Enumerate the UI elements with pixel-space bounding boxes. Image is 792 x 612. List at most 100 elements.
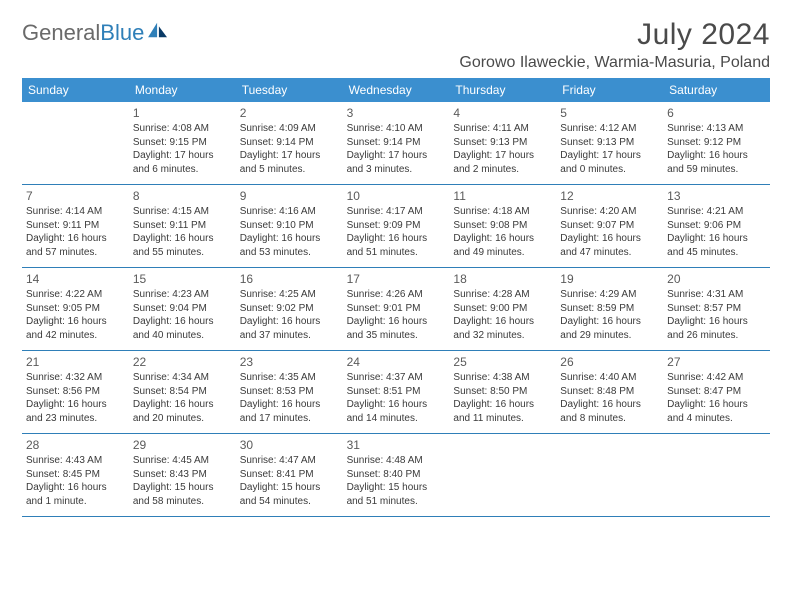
day-number: 14 — [26, 271, 125, 287]
sunrise-line: Sunrise: 4:12 AM — [560, 122, 659, 136]
daylight-line: Daylight: 16 hours and 49 minutes. — [453, 232, 552, 259]
sunrise-line: Sunrise: 4:15 AM — [133, 205, 232, 219]
sunrise-line: Sunrise: 4:45 AM — [133, 454, 232, 468]
sunset-line: Sunset: 9:08 PM — [453, 219, 552, 233]
sunrise-line: Sunrise: 4:09 AM — [240, 122, 339, 136]
weekday-header-row: SundayMondayTuesdayWednesdayThursdayFrid… — [22, 78, 770, 102]
daylight-line: Daylight: 17 hours and 5 minutes. — [240, 149, 339, 176]
sunrise-line: Sunrise: 4:16 AM — [240, 205, 339, 219]
day-cell: 6Sunrise: 4:13 AMSunset: 9:12 PMDaylight… — [663, 102, 770, 184]
sunset-line: Sunset: 8:54 PM — [133, 385, 232, 399]
sunset-line: Sunset: 9:01 PM — [347, 302, 446, 316]
daylight-line: Daylight: 17 hours and 2 minutes. — [453, 149, 552, 176]
daylight-line: Daylight: 15 hours and 54 minutes. — [240, 481, 339, 508]
day-cell: 12Sunrise: 4:20 AMSunset: 9:07 PMDayligh… — [556, 185, 663, 267]
sunset-line: Sunset: 9:05 PM — [26, 302, 125, 316]
month-title: July 2024 — [459, 18, 770, 52]
day-cell: 11Sunrise: 4:18 AMSunset: 9:08 PMDayligh… — [449, 185, 556, 267]
sunset-line: Sunset: 8:53 PM — [240, 385, 339, 399]
daylight-line: Daylight: 15 hours and 51 minutes. — [347, 481, 446, 508]
day-cell: 17Sunrise: 4:26 AMSunset: 9:01 PMDayligh… — [343, 268, 450, 350]
sunset-line: Sunset: 9:13 PM — [453, 136, 552, 150]
day-number: 25 — [453, 354, 552, 370]
sunrise-line: Sunrise: 4:11 AM — [453, 122, 552, 136]
day-cell: 4Sunrise: 4:11 AMSunset: 9:13 PMDaylight… — [449, 102, 556, 184]
daylight-line: Daylight: 16 hours and 32 minutes. — [453, 315, 552, 342]
weekday-header: Wednesday — [343, 78, 450, 102]
sunset-line: Sunset: 9:09 PM — [347, 219, 446, 233]
day-number: 6 — [667, 105, 766, 121]
sunset-line: Sunset: 9:06 PM — [667, 219, 766, 233]
sunset-line: Sunset: 8:41 PM — [240, 468, 339, 482]
daylight-line: Daylight: 17 hours and 0 minutes. — [560, 149, 659, 176]
calendar-body: 1Sunrise: 4:08 AMSunset: 9:15 PMDaylight… — [22, 102, 770, 517]
day-number: 21 — [26, 354, 125, 370]
day-number: 5 — [560, 105, 659, 121]
day-cell: 30Sunrise: 4:47 AMSunset: 8:41 PMDayligh… — [236, 434, 343, 516]
day-number: 23 — [240, 354, 339, 370]
title-block: July 2024 Gorowo Ilaweckie, Warmia-Masur… — [459, 18, 770, 72]
sunrise-line: Sunrise: 4:48 AM — [347, 454, 446, 468]
day-number: 17 — [347, 271, 446, 287]
day-cell: 19Sunrise: 4:29 AMSunset: 8:59 PMDayligh… — [556, 268, 663, 350]
day-number: 13 — [667, 188, 766, 204]
sunrise-line: Sunrise: 4:22 AM — [26, 288, 125, 302]
daylight-line: Daylight: 16 hours and 51 minutes. — [347, 232, 446, 259]
day-cell: 29Sunrise: 4:45 AMSunset: 8:43 PMDayligh… — [129, 434, 236, 516]
day-number: 8 — [133, 188, 232, 204]
day-cell: 18Sunrise: 4:28 AMSunset: 9:00 PMDayligh… — [449, 268, 556, 350]
sunrise-line: Sunrise: 4:21 AM — [667, 205, 766, 219]
empty-cell — [449, 434, 556, 516]
weekday-header: Saturday — [663, 78, 770, 102]
calendar: SundayMondayTuesdayWednesdayThursdayFrid… — [22, 78, 770, 517]
day-number: 7 — [26, 188, 125, 204]
day-number: 2 — [240, 105, 339, 121]
sunrise-line: Sunrise: 4:08 AM — [133, 122, 232, 136]
day-number: 4 — [453, 105, 552, 121]
sunrise-line: Sunrise: 4:18 AM — [453, 205, 552, 219]
day-cell: 2Sunrise: 4:09 AMSunset: 9:14 PMDaylight… — [236, 102, 343, 184]
location: Gorowo Ilaweckie, Warmia-Masuria, Poland — [459, 54, 770, 72]
day-cell: 15Sunrise: 4:23 AMSunset: 9:04 PMDayligh… — [129, 268, 236, 350]
day-number: 22 — [133, 354, 232, 370]
day-number: 1 — [133, 105, 232, 121]
daylight-line: Daylight: 16 hours and 29 minutes. — [560, 315, 659, 342]
sunrise-line: Sunrise: 4:25 AM — [240, 288, 339, 302]
day-number: 31 — [347, 437, 446, 453]
sunset-line: Sunset: 9:14 PM — [347, 136, 446, 150]
daylight-line: Daylight: 16 hours and 17 minutes. — [240, 398, 339, 425]
day-number: 12 — [560, 188, 659, 204]
sunset-line: Sunset: 9:11 PM — [26, 219, 125, 233]
sunset-line: Sunset: 9:10 PM — [240, 219, 339, 233]
logo-text: GeneralBlue — [22, 20, 144, 46]
sunset-line: Sunset: 9:07 PM — [560, 219, 659, 233]
sunrise-line: Sunrise: 4:35 AM — [240, 371, 339, 385]
sunrise-line: Sunrise: 4:43 AM — [26, 454, 125, 468]
sunrise-line: Sunrise: 4:32 AM — [26, 371, 125, 385]
sunrise-line: Sunrise: 4:14 AM — [26, 205, 125, 219]
daylight-line: Daylight: 16 hours and 8 minutes. — [560, 398, 659, 425]
day-number: 29 — [133, 437, 232, 453]
sunrise-line: Sunrise: 4:38 AM — [453, 371, 552, 385]
week-row: 7Sunrise: 4:14 AMSunset: 9:11 PM Daylight… — [22, 185, 770, 268]
daylight-line: Daylight: 15 hours and 58 minutes. — [133, 481, 232, 508]
day-cell: 5Sunrise: 4:12 AMSunset: 9:13 PMDaylight… — [556, 102, 663, 184]
sunrise-line: Sunrise: 4:31 AM — [667, 288, 766, 302]
daylight-line: Daylight: 16 hours and 26 minutes. — [667, 315, 766, 342]
sunrise-line: Sunrise: 4:10 AM — [347, 122, 446, 136]
day-number: 3 — [347, 105, 446, 121]
daylight-line: Daylight: 16 hours and 20 minutes. — [133, 398, 232, 425]
day-cell: 21Sunrise: 4:32 AMSunset: 8:56 PMDayligh… — [22, 351, 129, 433]
day-number: 27 — [667, 354, 766, 370]
day-cell: 8Sunrise: 4:15 AMSunset: 9:11 PMDaylight… — [129, 185, 236, 267]
sunset-line: Sunset: 8:45 PM — [26, 468, 125, 482]
day-cell: 22Sunrise: 4:34 AMSunset: 8:54 PMDayligh… — [129, 351, 236, 433]
daylight-line: Daylight: 16 hours and 55 minutes. — [133, 232, 232, 259]
sunset-line: Sunset: 8:57 PM — [667, 302, 766, 316]
daylight-line: Daylight: 16 hours and 11 minutes. — [453, 398, 552, 425]
sunrise-line: Sunrise: 4:13 AM — [667, 122, 766, 136]
day-cell: 20Sunrise: 4:31 AMSunset: 8:57 PMDayligh… — [663, 268, 770, 350]
daylight-line: Daylight: 16 hours and 4 minutes. — [667, 398, 766, 425]
day-number: 11 — [453, 188, 552, 204]
day-number: 9 — [240, 188, 339, 204]
